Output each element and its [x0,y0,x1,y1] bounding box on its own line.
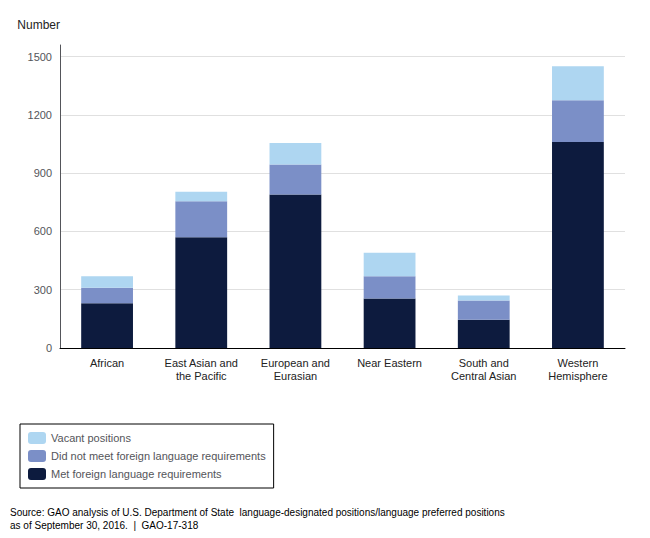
svg-text:South and: South and [459,357,509,369]
svg-text:300: 300 [34,284,52,296]
svg-text:Western: Western [558,357,599,369]
svg-text:Met foreign language requireme: Met foreign language requirements [51,468,222,480]
svg-text:1500: 1500 [28,51,52,63]
svg-text:Did not meet foreign language: Did not meet foreign language requiremen… [51,450,266,462]
svg-text:East Asian and: East Asian and [165,357,238,369]
svg-text:Number: Number [17,18,60,32]
svg-text:Near Eastern: Near Eastern [357,357,422,369]
svg-text:European and: European and [261,357,330,369]
svg-text:Eurasian: Eurasian [274,370,317,382]
svg-text:900: 900 [34,167,52,179]
svg-text:as of September 30, 2016. |: as of September 30, 2016. | GAO-17-318 [10,520,199,531]
svg-text:Source: GAO analysis of U.S. D: Source: GAO analysis of U.S. Department … [10,507,505,518]
svg-text:600: 600 [34,225,52,237]
svg-text:1200: 1200 [28,109,52,121]
svg-text:Vacant positions: Vacant positions [51,432,131,444]
svg-text:the Pacific: the Pacific [176,370,227,382]
svg-text:Central Asian: Central Asian [451,370,516,382]
svg-text:Hemisphere: Hemisphere [548,370,607,382]
svg-text:0: 0 [46,342,52,354]
svg-text:African: African [90,357,124,369]
